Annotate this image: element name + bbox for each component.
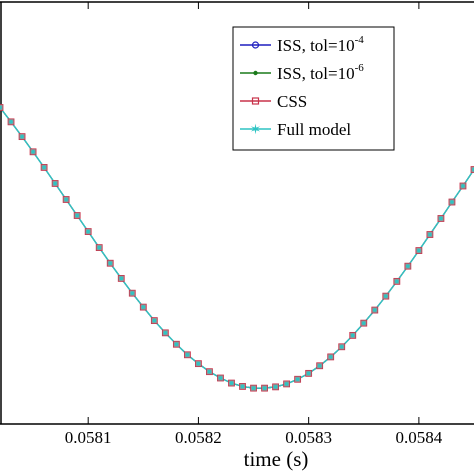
legend-entry-3: ✶ Full model xyxy=(240,120,351,139)
data-point-star xyxy=(284,382,289,386)
data-point-star xyxy=(86,229,90,234)
data-point-star xyxy=(108,261,113,266)
legend-label-exponent: -6 xyxy=(355,62,365,74)
legend-label-exponent: -4 xyxy=(355,34,365,46)
data-point-star xyxy=(295,377,300,382)
data-point-star xyxy=(130,291,135,295)
legend-entry-1: ISS, tol=10-6 xyxy=(240,62,364,83)
legend-label: CSS xyxy=(277,92,307,111)
data-point-star xyxy=(97,245,102,250)
data-point-star xyxy=(218,376,223,380)
data-point-star xyxy=(152,318,157,323)
x-axis-label: time (s) xyxy=(244,447,309,471)
legend-marker-circle xyxy=(251,41,260,49)
data-point-star xyxy=(185,352,190,357)
data-point-star xyxy=(372,308,377,312)
data-point-star xyxy=(273,385,278,389)
data-point-star xyxy=(450,200,454,204)
legend-marker-square xyxy=(251,97,260,105)
data-point-star xyxy=(328,355,333,359)
legend-marker-star: ✶ xyxy=(250,122,262,138)
x-tick-label: 0.0583 xyxy=(285,428,332,447)
data-point-star xyxy=(395,279,399,284)
x-tick-label: 0.0581 xyxy=(65,428,112,447)
data-point-star xyxy=(439,216,443,221)
data-point-star xyxy=(251,386,256,390)
data-point-star xyxy=(42,165,46,170)
data-point-star xyxy=(361,321,366,325)
x-tick-label: 0.0582 xyxy=(175,428,222,447)
data-point-star xyxy=(461,184,465,188)
data-point-star xyxy=(417,248,421,253)
data-point-star xyxy=(163,331,168,335)
legend-entry-2: CSS xyxy=(240,92,307,111)
data-point-star xyxy=(306,371,311,376)
data-point-star xyxy=(119,276,124,281)
data-point-star xyxy=(0,105,2,110)
legend-entry-0: ISS, tol=10-4 xyxy=(240,34,364,55)
data-point-star xyxy=(240,384,245,389)
data-point-star xyxy=(53,181,57,186)
data-point-star xyxy=(428,232,432,237)
data-point-star xyxy=(9,120,13,124)
legend-label: ISS, tol=10-6 xyxy=(277,62,364,83)
data-point-star xyxy=(20,134,24,139)
plot-area xyxy=(0,1,474,425)
data-point-star xyxy=(174,342,179,347)
data-point-star xyxy=(64,197,68,202)
legend-label: ISS, tol=10-4 xyxy=(277,34,364,55)
x-tick-label: 0.0584 xyxy=(396,428,443,447)
legend: ISS, tol=10-4 ISS, tol=10-6 CSS ✶ Full model xyxy=(232,26,395,151)
data-point-star xyxy=(196,361,201,366)
data-point-star xyxy=(31,150,35,154)
data-point-star xyxy=(384,294,388,298)
legend-label: Full model xyxy=(277,120,351,139)
data-point-star xyxy=(317,363,322,368)
data-point-star xyxy=(141,305,146,309)
data-point-star xyxy=(350,333,355,338)
legend-marker-dot xyxy=(253,70,258,76)
data-point-star xyxy=(207,369,212,374)
data-point-star xyxy=(406,264,410,268)
markers-layer xyxy=(0,104,474,392)
data-point-star xyxy=(339,344,344,349)
x-axis-ticks: 0.0581 0.0582 0.0583 0.0584 xyxy=(65,2,443,447)
data-point-star xyxy=(229,381,234,385)
data-point-star xyxy=(75,213,79,218)
data-point-star xyxy=(262,386,267,390)
